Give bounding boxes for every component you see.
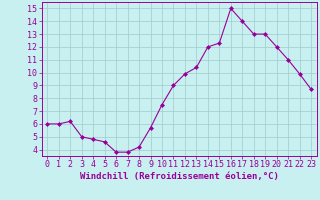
X-axis label: Windchill (Refroidissement éolien,°C): Windchill (Refroidissement éolien,°C) [80,172,279,181]
